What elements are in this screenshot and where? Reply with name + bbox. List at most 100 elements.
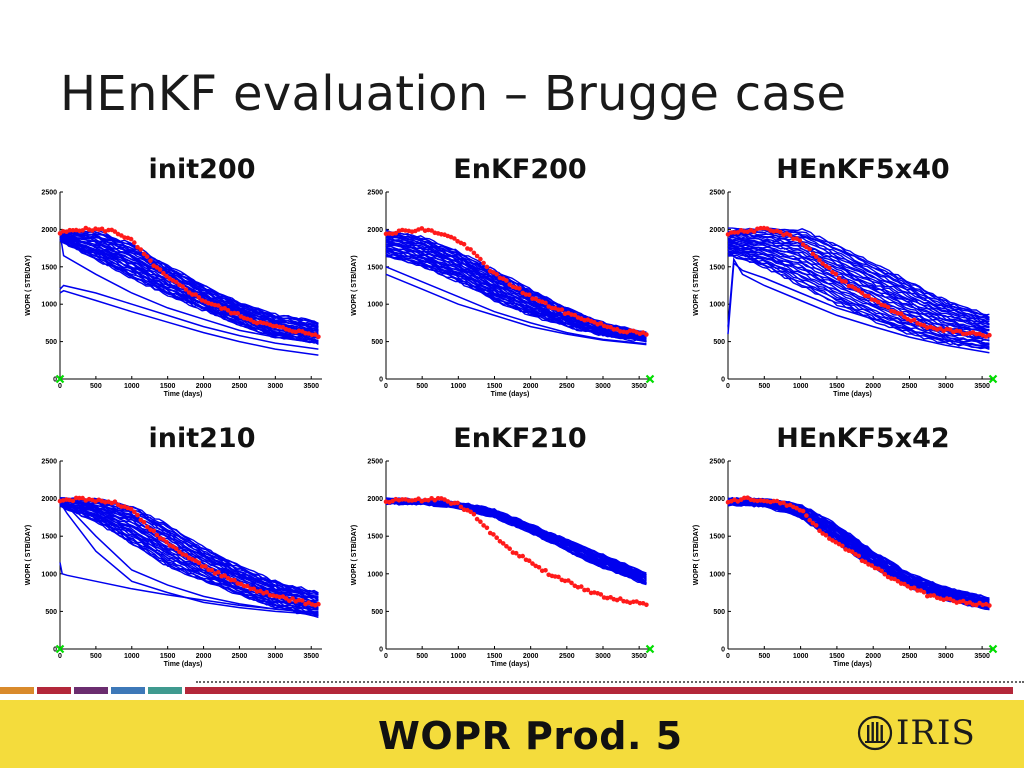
observed-point bbox=[426, 498, 431, 503]
y-tick-label: 1000 bbox=[367, 302, 383, 309]
chart-EnKF210: 0 500 1000 1500 2000 2500 0 500 1000 1500 2000 2500… bbox=[351, 459, 655, 668]
observed-point bbox=[241, 583, 247, 589]
x-tick-label: 500 bbox=[416, 653, 428, 660]
observed-point bbox=[70, 498, 76, 504]
observed-point bbox=[203, 564, 208, 569]
observed-point bbox=[452, 236, 457, 241]
ensemble-line bbox=[727, 242, 990, 335]
observed-point bbox=[791, 236, 796, 242]
observed-point bbox=[947, 327, 953, 332]
x-axis-label: Time (days) bbox=[491, 391, 530, 398]
y-tick-label: 0 bbox=[53, 647, 57, 654]
chart-title-henkf5x40: HEnKF5x40 bbox=[776, 154, 950, 185]
observed-point bbox=[902, 581, 907, 587]
ensemble-line bbox=[385, 498, 647, 579]
y-tick-label: 2000 bbox=[709, 227, 725, 234]
x-tick-label: 1000 bbox=[124, 653, 140, 660]
chart-title-enkf210: EnKF210 bbox=[453, 423, 587, 454]
observed-point bbox=[526, 292, 532, 298]
y-tick-label: 1500 bbox=[367, 264, 383, 271]
observed-point bbox=[232, 577, 237, 583]
observed-point bbox=[592, 320, 597, 325]
footer-bar bbox=[0, 700, 1024, 768]
observed-point bbox=[300, 598, 305, 603]
observed-point bbox=[393, 230, 399, 236]
chart-title-init200: init200 bbox=[148, 154, 256, 185]
observed-point bbox=[67, 227, 72, 233]
y-tick-label: 2000 bbox=[41, 227, 57, 234]
ensemble-line bbox=[727, 251, 990, 344]
y-tick-label: 1500 bbox=[709, 534, 725, 541]
x-tick-label: 3000 bbox=[595, 653, 611, 660]
y-tick-label: 2000 bbox=[367, 496, 383, 503]
observed-point bbox=[800, 242, 806, 247]
observed-point bbox=[745, 495, 750, 501]
ensemble-outlier-line bbox=[59, 562, 319, 613]
ensemble-outlier-line bbox=[59, 232, 319, 344]
observed-point bbox=[183, 287, 189, 292]
observed-point bbox=[517, 554, 522, 559]
chart-HEnKF5x42: 0 500 1000 1500 2000 2500 0 500 1000 1500 2000 2500… bbox=[693, 459, 998, 668]
observed-point bbox=[869, 563, 875, 568]
observed-point bbox=[974, 331, 979, 337]
ensemble-line bbox=[385, 501, 647, 585]
observed-point bbox=[164, 273, 169, 279]
slide-title: HEnKF evaluation – Brugge case bbox=[60, 66, 847, 122]
observed-point bbox=[605, 324, 610, 330]
ensemble-line bbox=[385, 229, 647, 334]
ensemble-line bbox=[385, 501, 647, 586]
observed-point bbox=[608, 324, 613, 330]
observed-point bbox=[905, 584, 910, 589]
x-tick-label: 1500 bbox=[160, 383, 176, 390]
observed-point bbox=[764, 226, 770, 231]
observed-point bbox=[235, 311, 240, 316]
observed-point bbox=[579, 584, 584, 589]
observed-point bbox=[911, 317, 917, 323]
ensemble-line bbox=[727, 229, 990, 319]
observed-point bbox=[556, 574, 561, 580]
observed-point bbox=[787, 232, 793, 238]
observed-point bbox=[582, 587, 587, 593]
observed-point bbox=[161, 270, 166, 276]
y-axis-label: WOPR ( STB/DAY) bbox=[25, 525, 32, 585]
observed-point bbox=[481, 260, 486, 266]
color-band-segment bbox=[74, 687, 108, 694]
observed-point bbox=[735, 230, 741, 235]
observed-point bbox=[468, 247, 473, 252]
observed-point bbox=[112, 229, 118, 234]
observed-point bbox=[729, 230, 734, 235]
x-tick-label: 500 bbox=[758, 383, 770, 390]
y-tick-label: 2000 bbox=[709, 496, 725, 503]
iris-logo: IRIS bbox=[856, 711, 984, 757]
observed-point bbox=[856, 288, 861, 293]
x-marker bbox=[988, 644, 998, 654]
x-tick-label: 3500 bbox=[974, 383, 990, 390]
observed-point bbox=[882, 571, 888, 577]
color-band-segment bbox=[0, 687, 34, 694]
x-tick-label: 2000 bbox=[196, 653, 212, 660]
observed-point bbox=[141, 519, 147, 525]
observed-point bbox=[536, 565, 542, 570]
x-tick-label: 0 bbox=[726, 383, 730, 390]
observed-point bbox=[781, 500, 786, 506]
observed-point bbox=[774, 498, 780, 504]
observed-point bbox=[898, 311, 904, 317]
y-tick-label: 500 bbox=[713, 339, 725, 346]
observed-point bbox=[843, 279, 848, 284]
y-tick-label: 2500 bbox=[709, 190, 725, 197]
observed-point bbox=[416, 496, 421, 502]
observed-point bbox=[216, 303, 221, 308]
color-band-segment bbox=[148, 687, 182, 694]
observed-point bbox=[80, 228, 85, 233]
observed-point bbox=[222, 306, 227, 311]
observed-point bbox=[222, 573, 227, 578]
observed-point bbox=[915, 588, 920, 593]
observed-point bbox=[530, 561, 535, 566]
observed-point bbox=[520, 553, 525, 559]
observed-point bbox=[513, 550, 519, 556]
observed-point bbox=[132, 509, 137, 515]
observed-point bbox=[164, 539, 169, 545]
observed-point bbox=[751, 229, 757, 234]
observed-point bbox=[216, 570, 221, 575]
x-tick-label: 3500 bbox=[631, 383, 647, 390]
